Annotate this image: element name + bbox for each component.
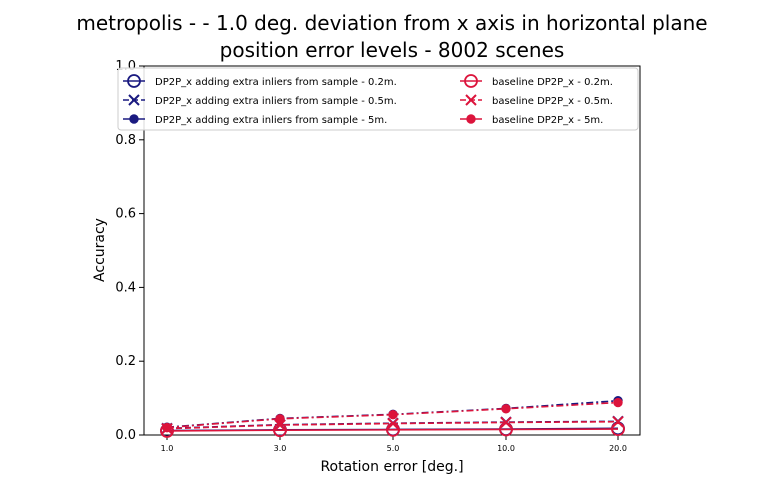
x-axis-label: Rotation error [deg.] bbox=[320, 459, 463, 475]
x-tick-label: 10.0 bbox=[497, 444, 515, 453]
y-tick-label: 0.2 bbox=[115, 354, 136, 369]
y-tick-label: 0.0 bbox=[115, 428, 136, 443]
y-axis: 0.00.20.40.60.81.0 bbox=[115, 59, 144, 443]
legend-label: DP2P_x adding extra inliers from sample … bbox=[155, 77, 397, 88]
legend: DP2P_x adding extra inliers from sample … bbox=[117, 67, 639, 131]
legend-item: DP2P_x adding extra inliers from sample … bbox=[123, 94, 397, 107]
chart-title-line2: position error levels - 8002 scenes bbox=[220, 38, 565, 62]
data-point bbox=[464, 74, 478, 88]
x-axis: 1.0 3.0 5.0 10.0 20.0 bbox=[161, 435, 627, 453]
data-point bbox=[129, 114, 139, 124]
legend-label: baseline DP2P_x - 5m. bbox=[492, 115, 603, 126]
x-tick-label: 5.0 bbox=[387, 444, 400, 453]
data-point bbox=[466, 114, 476, 124]
x-tick-label: 3.0 bbox=[274, 444, 287, 453]
legend-item: DP2P_x adding extra inliers from sample … bbox=[123, 114, 387, 126]
x-tick-label: 1.0 bbox=[161, 444, 174, 453]
data-point bbox=[465, 94, 477, 106]
data-point bbox=[612, 416, 624, 428]
y-tick-label: 0.6 bbox=[115, 207, 136, 222]
series-5 bbox=[162, 397, 623, 433]
data-point bbox=[613, 397, 623, 408]
legend-item: baseline DP2P_x - 5m. bbox=[460, 114, 603, 126]
legend-label: baseline DP2P_x - 0.2m. bbox=[492, 77, 613, 88]
legend-label: DP2P_x adding extra inliers from sample … bbox=[155, 115, 387, 126]
data-point bbox=[127, 74, 141, 88]
data-point bbox=[388, 410, 398, 420]
legend-item: DP2P_x adding extra inliers from sample … bbox=[123, 74, 397, 88]
data-point bbox=[275, 414, 285, 424]
data-point bbox=[128, 94, 140, 106]
y-tick-label: 0.8 bbox=[115, 133, 136, 148]
y-tick-label: 0.4 bbox=[115, 280, 136, 295]
data-point bbox=[501, 404, 511, 414]
legend-label: DP2P_x adding extra inliers from sample … bbox=[155, 96, 397, 107]
legend-label: baseline DP2P_x - 0.5m. bbox=[492, 96, 613, 107]
series-layer bbox=[160, 395, 625, 438]
x-tick-label: 20.0 bbox=[609, 444, 627, 453]
legend-box bbox=[117, 67, 639, 131]
data-point bbox=[387, 417, 399, 430]
series-4 bbox=[161, 416, 624, 435]
y-axis-label: Accuracy bbox=[92, 218, 108, 282]
chart-title-line1: metropolis - - 1.0 deg. deviation from x… bbox=[76, 11, 707, 35]
legend-item: baseline DP2P_x - 0.5m. bbox=[460, 94, 613, 107]
series-line bbox=[166, 428, 619, 432]
data-point bbox=[500, 416, 512, 429]
legend-item: baseline DP2P_x - 0.2m. bbox=[460, 74, 613, 88]
data-point bbox=[162, 422, 172, 433]
